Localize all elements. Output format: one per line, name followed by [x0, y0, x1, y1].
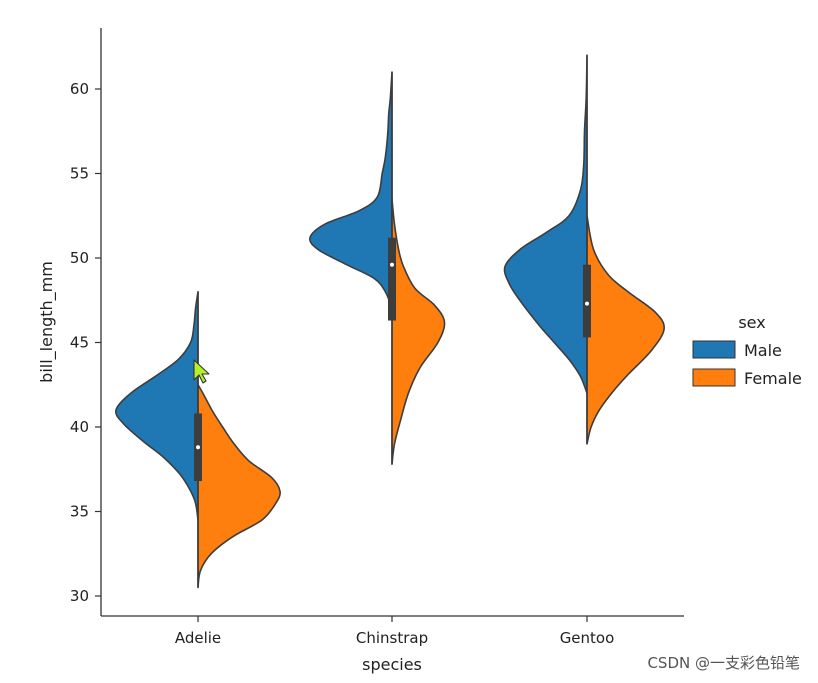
y-tick-label-35: 35 — [70, 503, 89, 521]
violins-layer — [114, 54, 665, 589]
y-tick-label-45: 45 — [70, 334, 89, 352]
violin-chinstrap-female — [391, 198, 446, 465]
legend-title: sex — [738, 313, 765, 332]
legend-label-male: Male — [744, 341, 782, 360]
iqr-box-gentoo — [583, 264, 591, 338]
x-tick-label-adelie: Adelie — [175, 629, 221, 647]
violin-adelie-male — [114, 291, 199, 521]
violin-chinstrap-male — [308, 71, 393, 310]
watermark: CSDN @一支彩色铅笔 — [647, 654, 800, 672]
median-marker-adelie — [196, 445, 200, 450]
legend-swatch-male — [692, 340, 736, 359]
legend-label-female: Female — [744, 369, 802, 388]
x-tick-label-chinstrap: Chinstrap — [356, 629, 428, 647]
y-tick-label-60: 60 — [70, 80, 89, 98]
y-tick-label-55: 55 — [70, 165, 89, 183]
legend: sex Male Female — [692, 313, 802, 388]
median-marker-chinstrap — [390, 262, 394, 267]
x-axis-label: species — [362, 655, 422, 674]
violin-adelie-female — [197, 384, 281, 589]
legend-swatch-female — [692, 368, 736, 387]
median-marker-gentoo — [585, 301, 589, 306]
iqr-box-chinstrap — [388, 237, 396, 321]
x-tick-label-gentoo: Gentoo — [560, 629, 615, 647]
x-ticks: Adelie Chinstrap Gentoo — [175, 616, 614, 647]
violin-gentoo-female — [586, 215, 665, 445]
inner-boxes-layer — [194, 55, 591, 588]
violin-gentoo-male — [503, 54, 588, 394]
y-ticks: 30 35 40 45 50 55 60 — [70, 80, 101, 605]
mouse-cursor-icon — [193, 359, 210, 384]
y-tick-label-40: 40 — [70, 418, 89, 436]
y-tick-label-50: 50 — [70, 249, 89, 267]
y-axis-label: bill_length_mm — [37, 261, 57, 383]
y-tick-label-30: 30 — [70, 587, 89, 605]
